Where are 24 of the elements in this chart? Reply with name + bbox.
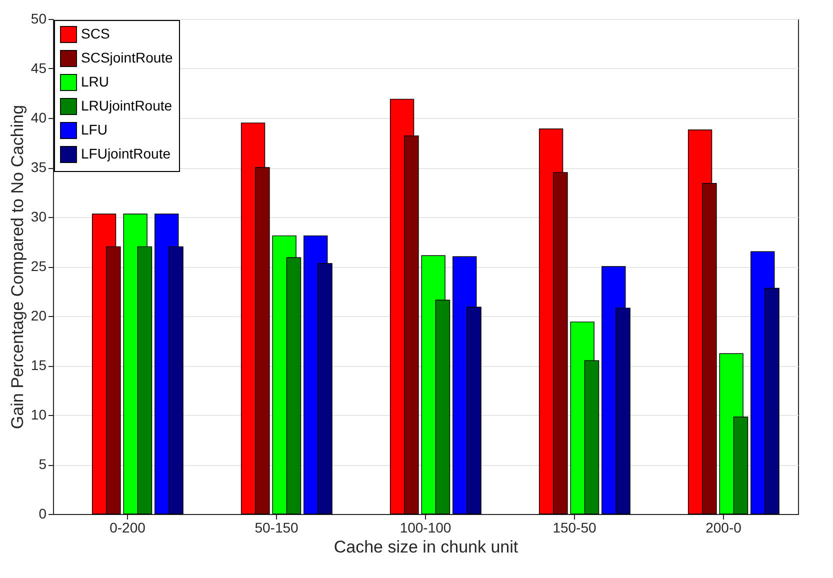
- x-axis-title: Cache size in chunk unit: [334, 538, 518, 556]
- y-tick-label: 45: [30, 60, 47, 76]
- x-tick-label: 100-100: [400, 520, 452, 536]
- x-tick-label: 50-150: [254, 520, 299, 536]
- y-tick-label: 15: [30, 357, 47, 373]
- legend-label: LRU: [81, 74, 110, 90]
- y-tick-label: 5: [38, 456, 47, 472]
- x-tick-label: 0-200: [110, 520, 146, 536]
- legend-label: SCSjointRoute: [81, 50, 174, 66]
- y-tick-label: 50: [30, 10, 47, 26]
- legend-label: SCS: [81, 26, 110, 42]
- y-tick-label: 40: [30, 110, 47, 126]
- x-tick-label: 150-50: [552, 520, 597, 536]
- legend-label: LRUjointRoute: [81, 98, 172, 114]
- legend-label: LFU: [81, 122, 108, 138]
- y-tick-label: 0: [38, 506, 47, 522]
- y-tick-label: 25: [30, 258, 47, 274]
- y-axis-title: Gain Percentage Compared to No Caching: [8, 104, 27, 430]
- legend-label: LFUjointRoute: [81, 146, 171, 162]
- y-tick-label: 10: [30, 406, 47, 422]
- x-tick-label: 200-0: [706, 520, 742, 536]
- y-tick-label: 20: [30, 308, 47, 324]
- y-tick-label: 35: [30, 159, 47, 175]
- y-tick-label: 30: [30, 208, 47, 224]
